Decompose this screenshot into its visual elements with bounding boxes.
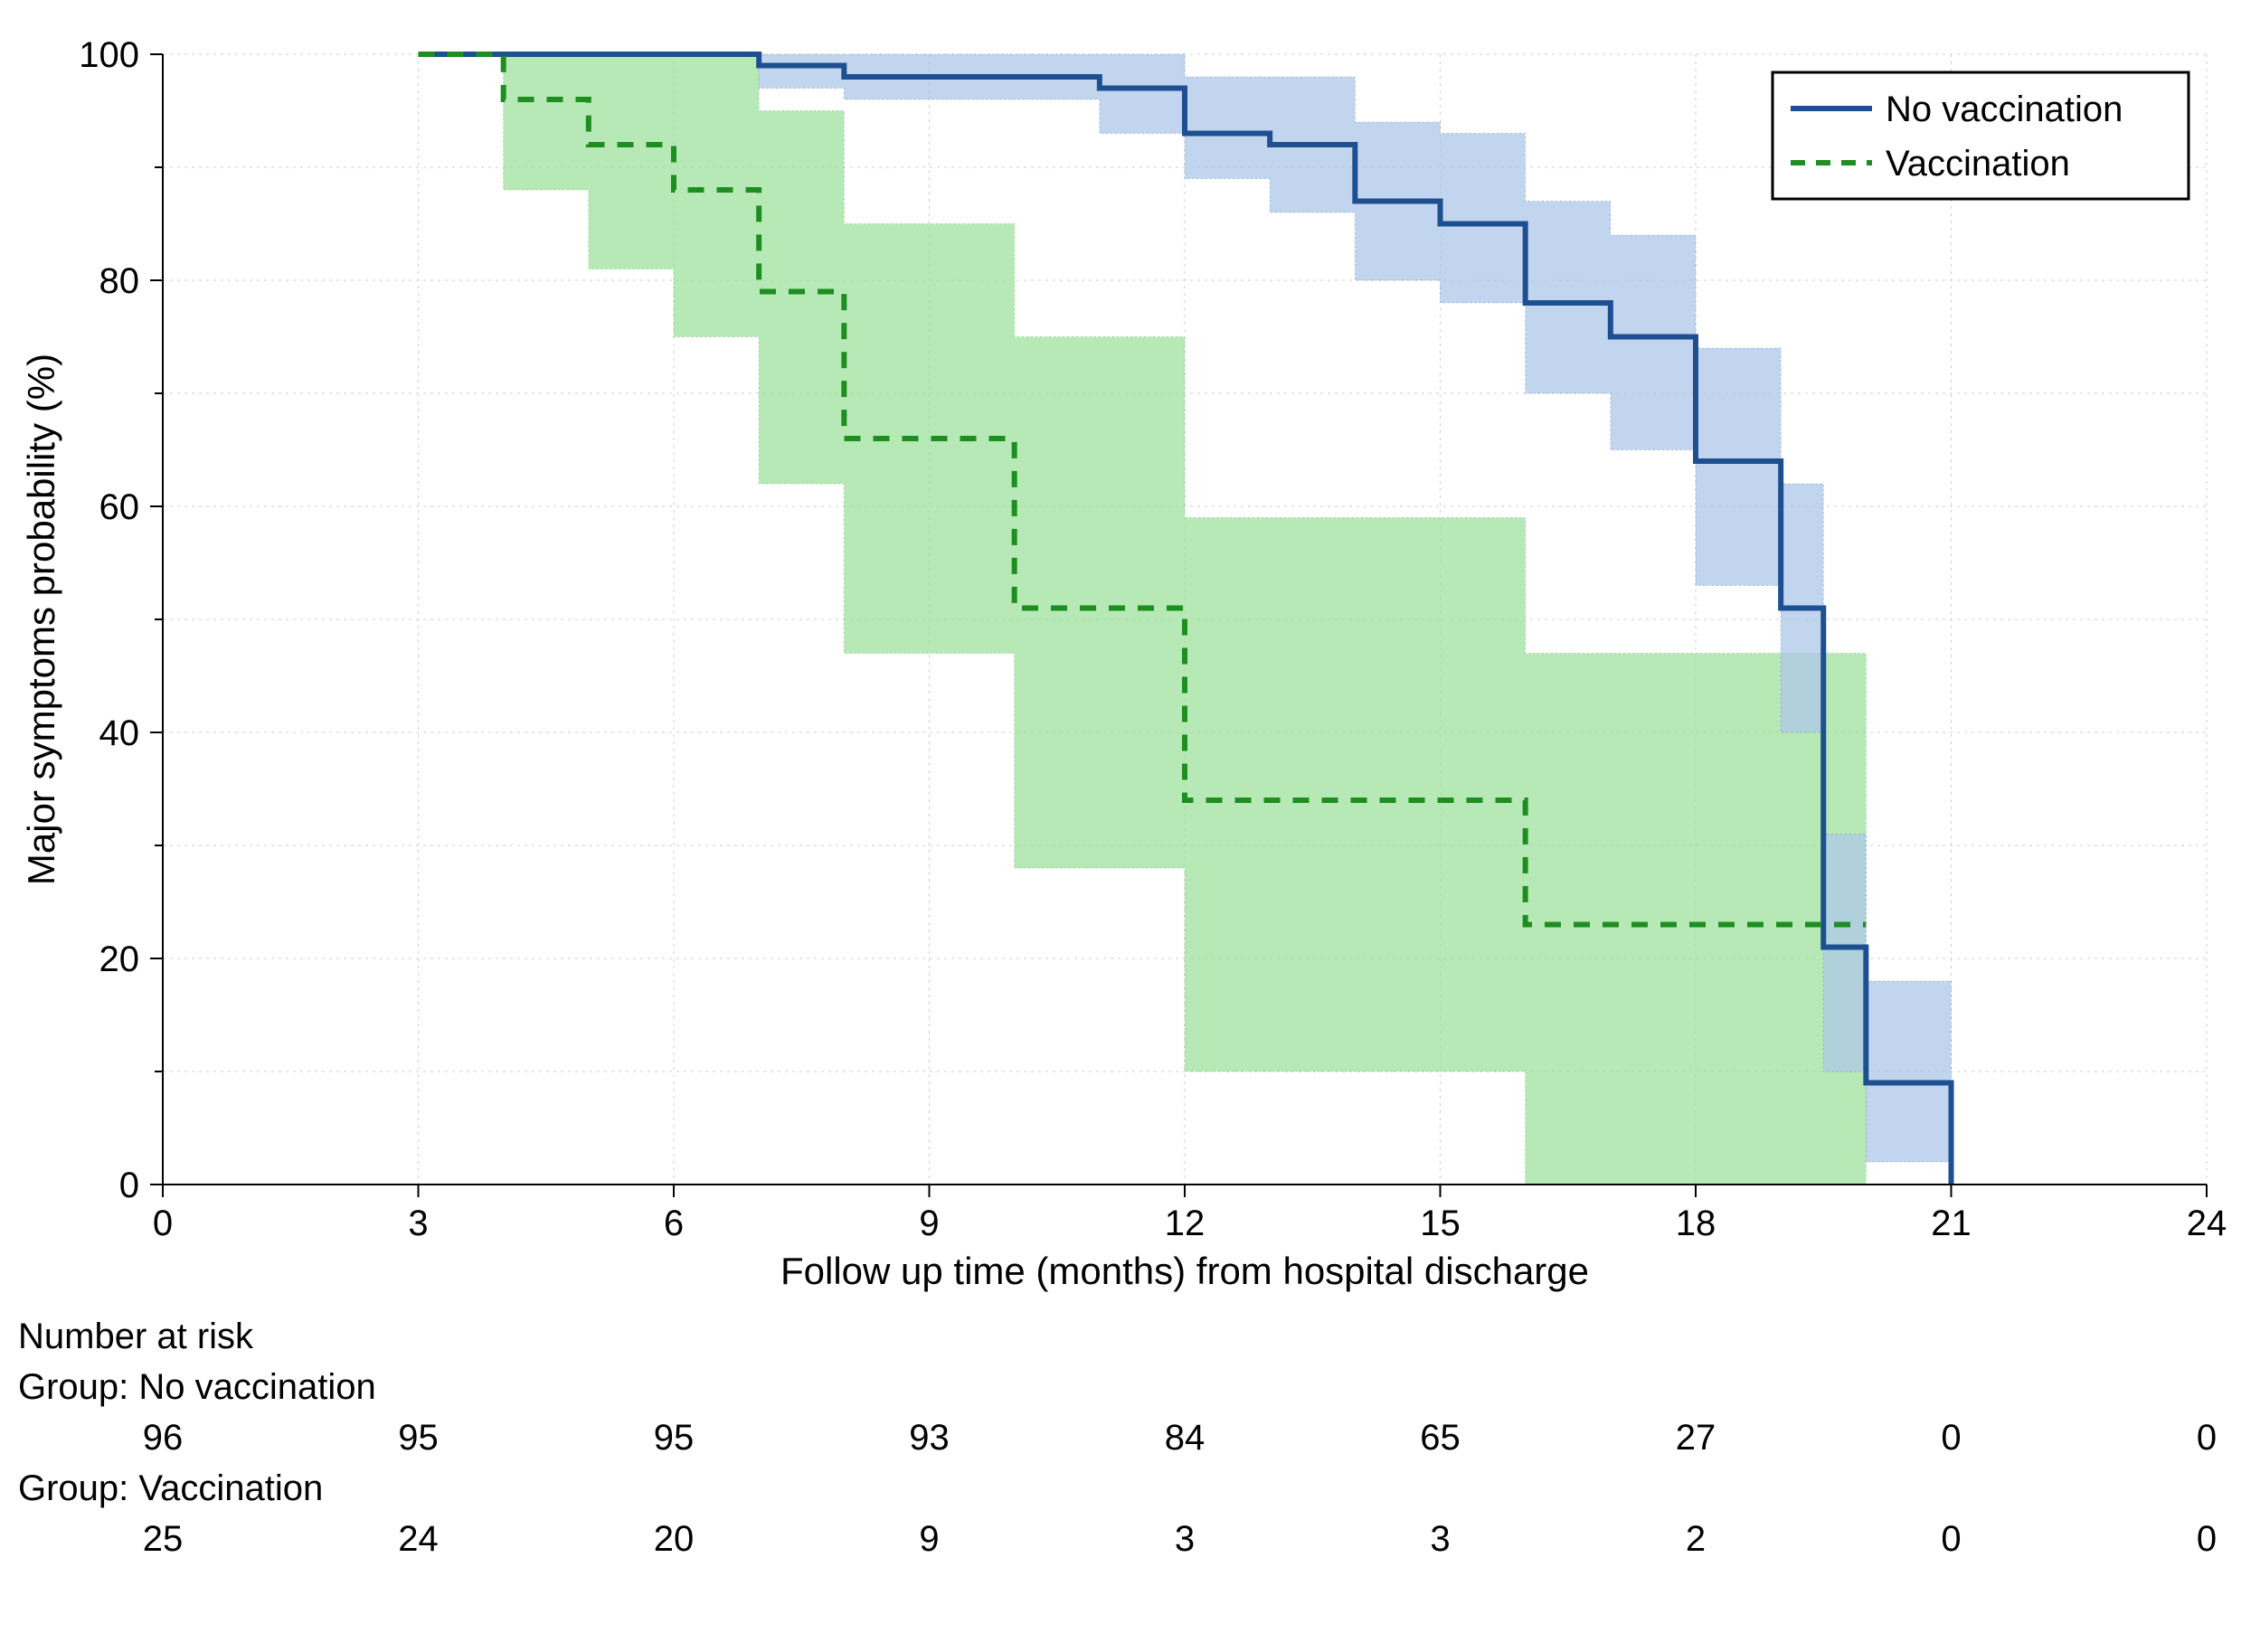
risk-cell: 0 (1941, 1519, 1961, 1560)
risk-table-title: Number at risk (0, 1317, 253, 1357)
risk-group-label: Group: No vaccination (0, 1367, 376, 1408)
svg-text:24: 24 (2187, 1204, 2227, 1243)
risk-cell: 95 (398, 1418, 439, 1458)
risk-cell: 9 (919, 1519, 939, 1560)
risk-cell: 27 (1676, 1418, 1716, 1458)
risk-cell: 95 (654, 1418, 695, 1458)
y-axis-label: Major symptoms probability (%) (20, 354, 62, 885)
svg-text:18: 18 (1676, 1204, 1716, 1243)
risk-group-label: Group: Vaccination (0, 1468, 323, 1509)
svg-text:100: 100 (79, 35, 139, 75)
risk-cell: 0 (2197, 1519, 2217, 1560)
svg-text:12: 12 (1165, 1204, 1206, 1243)
risk-cell: 3 (1175, 1519, 1195, 1560)
svg-text:80: 80 (99, 261, 140, 301)
svg-text:Vaccination: Vaccination (1886, 144, 2070, 184)
svg-text:9: 9 (919, 1204, 939, 1243)
svg-text:0: 0 (153, 1204, 173, 1243)
risk-cell: 3 (1430, 1519, 1450, 1560)
risk-cell: 25 (143, 1519, 184, 1560)
risk-cell: 20 (654, 1519, 695, 1560)
risk-cell: 2 (1686, 1519, 1706, 1560)
risk-table: Number at risk Group: No vaccination 96 95 9… (0, 1311, 2260, 1564)
risk-cell: 0 (2197, 1418, 2217, 1458)
risk-cell: 24 (398, 1519, 439, 1560)
risk-cell: 93 (909, 1418, 950, 1458)
svg-text:6: 6 (664, 1204, 684, 1243)
risk-cell: 96 (143, 1418, 184, 1458)
risk-cell: 65 (1420, 1418, 1461, 1458)
svg-text:3: 3 (408, 1204, 428, 1243)
x-axis-label: Follow up time (months) from hospital di… (780, 1250, 1589, 1292)
risk-cell: 0 (1941, 1418, 1961, 1458)
figure-container: 03691215182124020406080100Follow up time… (0, 0, 2260, 1652)
svg-text:40: 40 (99, 713, 140, 753)
km-chart: 0 3 6 9 12 15 18 21 24 0 20 40 60 80 100 Follow up time… (0, 0, 2260, 1311)
svg-text:0: 0 (119, 1166, 139, 1205)
svg-text:15: 15 (1420, 1204, 1461, 1243)
svg-text:60: 60 (99, 487, 140, 527)
svg-text:21: 21 (1931, 1204, 1972, 1243)
svg-text:No vaccination: No vaccination (1886, 90, 2123, 129)
svg-text:20: 20 (99, 939, 140, 979)
risk-cell: 84 (1165, 1418, 1206, 1458)
